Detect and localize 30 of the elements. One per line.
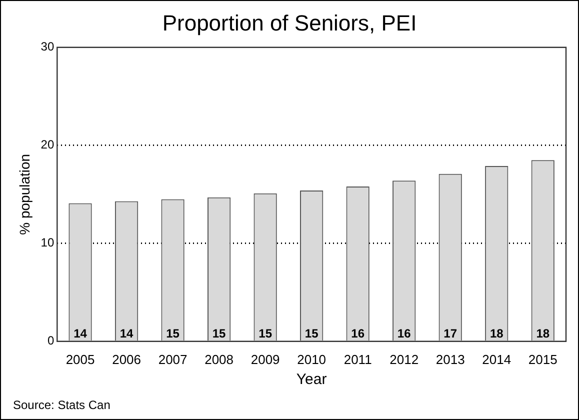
data-label: 15 [304, 326, 319, 341]
x-tick-label: 2007 [158, 352, 188, 367]
x-tick-label: 2013 [436, 352, 465, 367]
x-tick-label: 2010 [297, 352, 326, 367]
data-label: 18 [490, 326, 504, 341]
data-label: 15 [166, 326, 180, 341]
data-label: 18 [536, 326, 550, 341]
y-tick-label: 0 [47, 334, 54, 348]
y-axis-title: % population [16, 154, 32, 235]
data-label: 14 [74, 326, 88, 341]
y-tick-label: 10 [40, 236, 54, 250]
x-tick-label: 2011 [344, 352, 372, 367]
y-tick-label: 30 [40, 40, 54, 54]
chart-title: Proportion of Seniors, PEI [162, 10, 417, 36]
x-tick-label: 2006 [112, 352, 141, 367]
data-label: 14 [120, 326, 134, 341]
data-label: 17 [444, 326, 458, 341]
x-tick-label: 2009 [250, 352, 280, 367]
data-label: 16 [397, 326, 412, 341]
source-note: Source: Stats Can [13, 398, 110, 412]
x-tick-label: 2005 [66, 352, 95, 367]
data-label: 15 [212, 326, 226, 341]
y-tick-label: 20 [40, 138, 54, 152]
x-tick-label: 2014 [482, 352, 512, 367]
x-tick-label: 2012 [390, 352, 419, 367]
data-label: 16 [351, 326, 365, 341]
x-tick-label: 2008 [204, 352, 234, 367]
x-axis-title: Year [296, 371, 327, 388]
x-tick-label: 2015 [528, 352, 558, 367]
data-label: 15 [258, 326, 272, 341]
